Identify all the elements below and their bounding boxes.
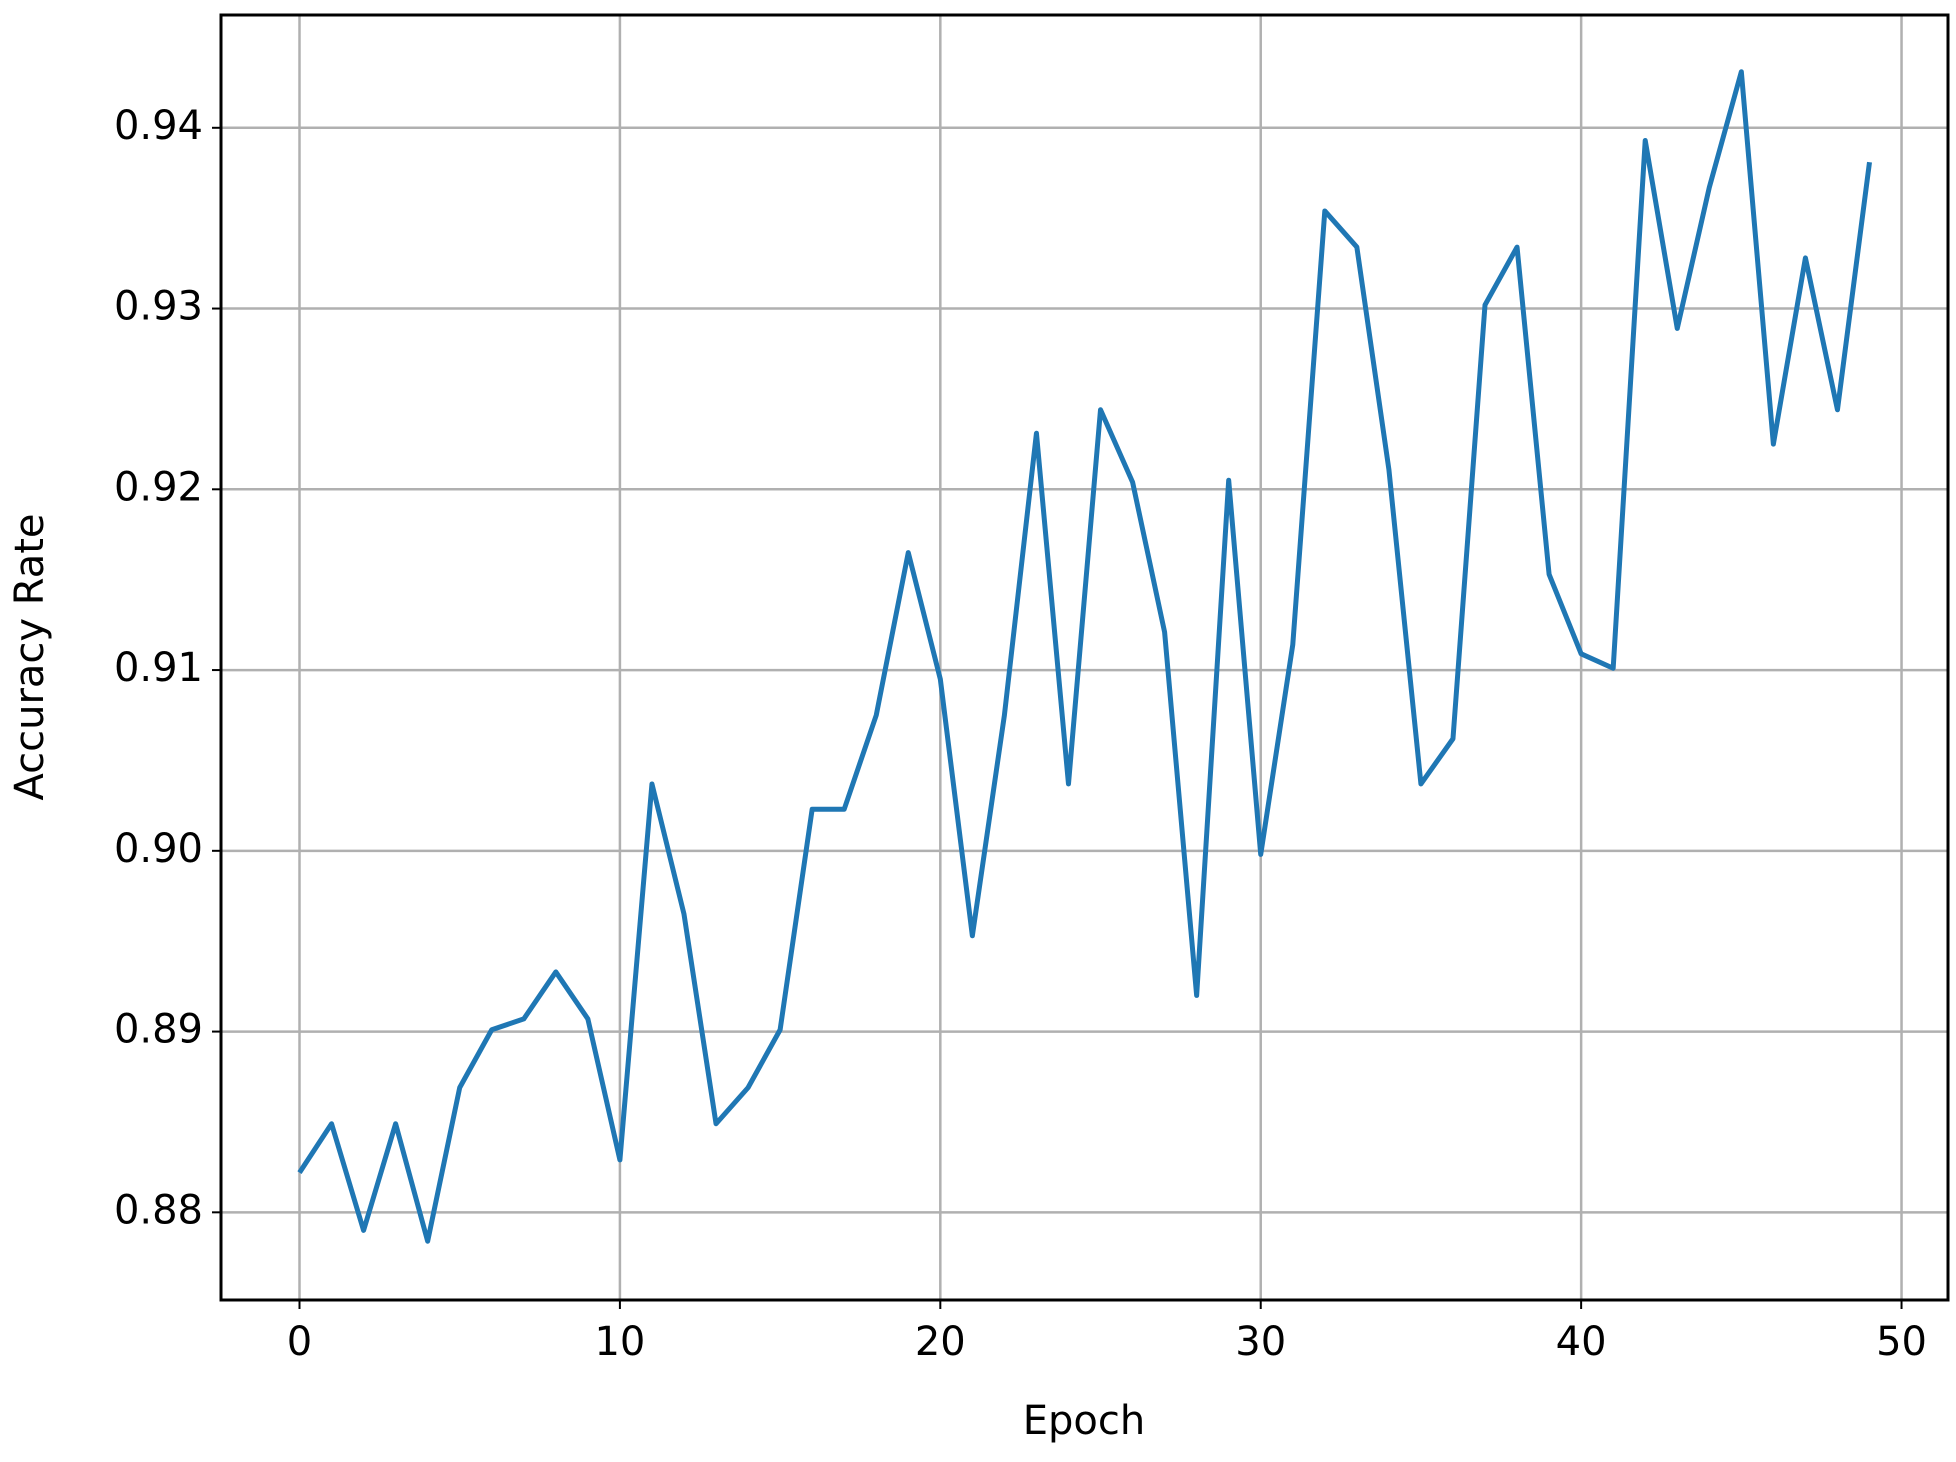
y-axis-label: Accuracy Rate: [7, 513, 53, 800]
plot-frame: [219, 13, 1950, 1302]
x-tick-label: 50: [1876, 1319, 1927, 1365]
y-tick-label: 0.88: [114, 1187, 203, 1233]
x-tick-label: 30: [1235, 1319, 1286, 1365]
x-tick-label: 10: [594, 1319, 645, 1365]
y-tick-label: 0.93: [114, 284, 203, 330]
y-tick-label: 0.90: [114, 826, 203, 872]
x-tick-label: 40: [1556, 1319, 1607, 1365]
y-tick-label: 0.91: [114, 645, 203, 691]
y-tick-label: 0.89: [114, 1007, 203, 1053]
y-tick-label: 0.92: [114, 464, 203, 510]
x-tick-label: 20: [915, 1319, 966, 1365]
y-tick-label: 0.94: [114, 103, 203, 149]
data-line: [297, 69, 1872, 1244]
x-axis-label: Epoch: [1023, 1398, 1145, 1444]
x-tick-label: 0: [287, 1319, 312, 1365]
